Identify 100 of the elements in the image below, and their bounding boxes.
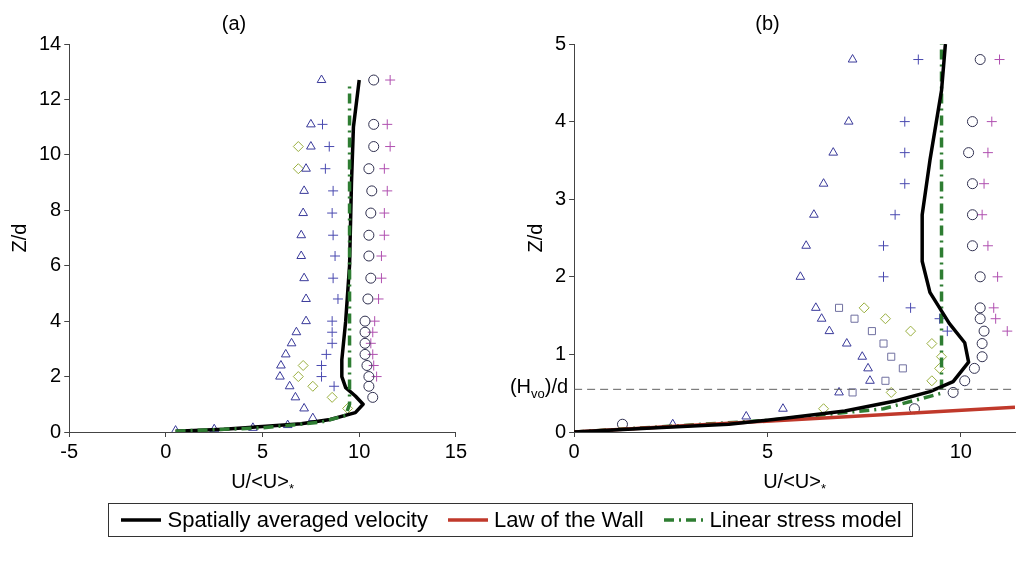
- point: [363, 250, 375, 262]
- point: [329, 250, 341, 262]
- point: [326, 326, 338, 338]
- point: [359, 337, 371, 349]
- point: [296, 229, 307, 239]
- point: [306, 141, 316, 150]
- point: [863, 362, 873, 372]
- point: [368, 359, 380, 371]
- point: [899, 116, 911, 128]
- point: [301, 315, 311, 325]
- point: [367, 391, 379, 403]
- point: [280, 348, 291, 358]
- point: [362, 293, 374, 305]
- x-tick-label: 10: [949, 439, 972, 462]
- y-tick-label: 1: [555, 341, 567, 364]
- y-tick-label: 8: [50, 197, 62, 220]
- point: [934, 362, 946, 374]
- point: [369, 315, 381, 327]
- point: [284, 380, 295, 390]
- point: [974, 271, 986, 283]
- point: [326, 315, 338, 327]
- point: [367, 348, 379, 360]
- point: [795, 271, 806, 280]
- point: [301, 163, 311, 172]
- point: [974, 313, 986, 325]
- point: [365, 207, 377, 219]
- point: [299, 185, 309, 194]
- x-tick-label: -5: [60, 439, 79, 462]
- point: [947, 386, 959, 398]
- point: [366, 185, 378, 197]
- point: [905, 302, 917, 314]
- point: [381, 118, 393, 130]
- y-tick-label: 5: [555, 31, 567, 54]
- point: [974, 54, 986, 66]
- point: [378, 207, 390, 219]
- point: [982, 147, 994, 159]
- point: [368, 141, 380, 153]
- point: [365, 272, 377, 284]
- point: [858, 302, 870, 314]
- legend-label: Linear stress model: [709, 507, 902, 533]
- x-tick-label: 15: [444, 439, 467, 462]
- point: [359, 326, 371, 338]
- point: [326, 337, 338, 349]
- point: [879, 339, 888, 348]
- point: [301, 293, 311, 302]
- point: [384, 141, 396, 153]
- point: [326, 391, 338, 403]
- point: [323, 141, 335, 153]
- point: [1001, 325, 1013, 337]
- point: [811, 302, 821, 311]
- y-tick-label: 10: [39, 142, 62, 165]
- point: [878, 240, 890, 252]
- point: [986, 116, 998, 128]
- point: [291, 326, 302, 336]
- point: [290, 391, 301, 401]
- point: [899, 147, 911, 159]
- point: [818, 178, 829, 187]
- point: [299, 272, 309, 282]
- point: [990, 313, 1002, 325]
- point: [741, 410, 752, 420]
- point: [899, 178, 911, 190]
- point: [857, 351, 868, 360]
- point: [966, 240, 978, 252]
- point: [381, 185, 393, 197]
- point: [375, 250, 387, 262]
- x-axis-title: U/<U>*: [231, 469, 294, 496]
- point: [843, 116, 854, 125]
- point: [941, 325, 953, 337]
- point: [384, 74, 396, 86]
- point: [988, 302, 1000, 314]
- x-tick-label: 10: [348, 439, 371, 462]
- point: [867, 327, 876, 336]
- point: [912, 54, 924, 66]
- point: [298, 207, 308, 217]
- point: [978, 325, 990, 337]
- point: [878, 271, 890, 283]
- point: [824, 325, 835, 335]
- point: [976, 351, 988, 363]
- point: [359, 315, 371, 327]
- point: [978, 178, 990, 190]
- x-tick-label: 5: [761, 439, 774, 462]
- legend-label: Spatially averaged velocity: [167, 507, 428, 533]
- point: [898, 364, 907, 373]
- point: [316, 371, 328, 383]
- y-axis-title: Z/d: [523, 223, 546, 253]
- point: [361, 359, 373, 371]
- point: [378, 163, 390, 175]
- point: [282, 419, 293, 429]
- point: [359, 348, 371, 360]
- point: [363, 229, 375, 241]
- y-tick-label: 14: [39, 31, 62, 54]
- point: [368, 74, 380, 86]
- y-tick-label: 0: [50, 419, 62, 442]
- point: [320, 348, 332, 360]
- point: [966, 209, 978, 221]
- point: [982, 240, 994, 252]
- x-axis-title: U/<U>*: [763, 469, 826, 496]
- point: [316, 118, 328, 130]
- point: [976, 209, 988, 221]
- point: [327, 229, 339, 241]
